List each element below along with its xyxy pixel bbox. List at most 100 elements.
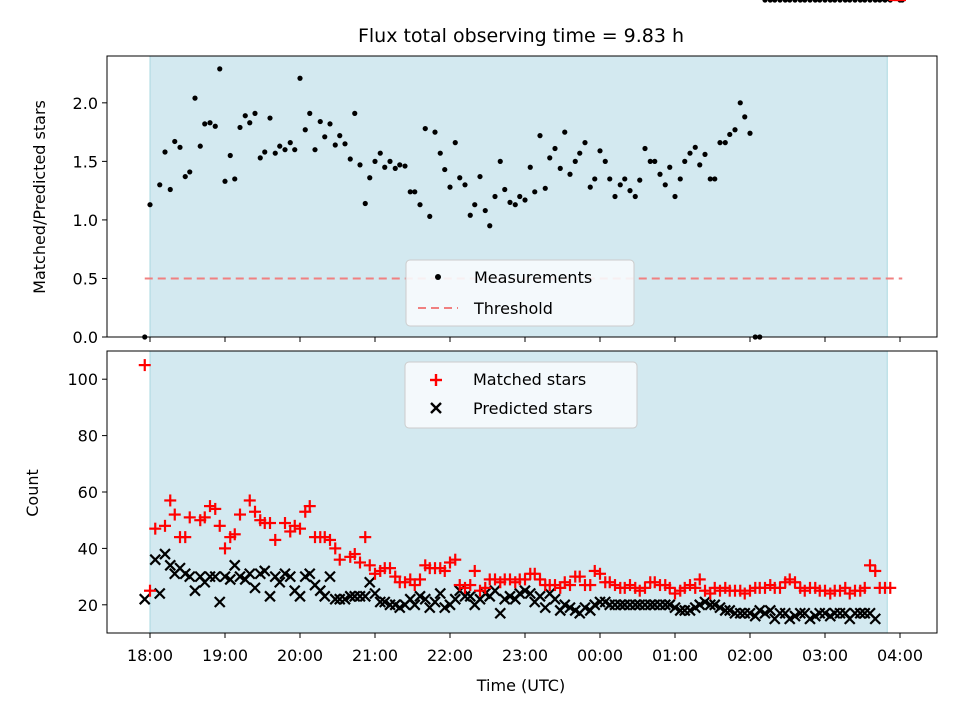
matched-stars-point (359, 531, 372, 544)
measurement-point (592, 176, 598, 182)
predicted-stars-point (228, 559, 241, 572)
predicted-stars-point (408, 599, 421, 611)
measurement-point (162, 149, 168, 155)
matched-stars-point (738, 587, 751, 600)
measurement-point (627, 188, 633, 194)
measurement-point (632, 193, 638, 200)
matched-stars-point (603, 576, 616, 589)
top-y-tick-label: 0.5 (73, 269, 98, 288)
predicted-stars-point (189, 584, 201, 597)
measurement-point (822, 0, 828, 3)
matched-stars-point (219, 542, 231, 555)
measurement-point (552, 145, 558, 152)
measurement-point (607, 176, 613, 182)
measurement-point (802, 0, 808, 3)
x-tick-label: 20:00 (277, 646, 323, 665)
measurement-points (142, 0, 905, 340)
predicted-stars-point (183, 570, 196, 583)
top-y-tick-label: 2.0 (73, 94, 98, 113)
measurement-point (547, 155, 553, 161)
predicted-stars-point (419, 593, 432, 605)
predicted-stars-point (149, 553, 162, 566)
predicted-stars-point (644, 599, 657, 611)
measurements-legend-label: Measurements (474, 268, 592, 287)
predicted-stars-point (534, 590, 546, 603)
matched-stars-point (294, 522, 306, 535)
measurement-point (832, 0, 838, 3)
matched-stars-point (869, 564, 882, 577)
measurement-point (312, 147, 318, 153)
measurement-point (367, 175, 373, 181)
measurement-point (417, 202, 423, 208)
matched-stars-point (228, 528, 241, 541)
predicted-stars-point (629, 599, 642, 611)
measurement-point (272, 150, 278, 156)
x-tick-label: 00:00 (577, 646, 623, 665)
predicted-stars-point (159, 548, 171, 560)
measurement-point (612, 193, 618, 200)
measurement-point (247, 120, 253, 126)
measurement-point (737, 100, 743, 106)
matched-stars-point (744, 584, 756, 597)
predicted-stars-point (209, 570, 222, 583)
measurement-point (187, 169, 193, 175)
measurement-point (387, 158, 393, 164)
measurement-point (232, 176, 238, 182)
measurement-point (462, 182, 468, 188)
predicted-stars-point (303, 568, 316, 580)
bottom-axes-frame (106, 350, 938, 634)
predicted-stars-point (674, 604, 687, 617)
matched-stars-point (789, 576, 801, 589)
measurement-point (677, 176, 683, 182)
measurement-point (217, 66, 223, 72)
measurement-point (287, 140, 293, 146)
matched-stars-point (783, 573, 796, 586)
matched-stars-point (639, 581, 651, 594)
predicted-stars-point (363, 576, 376, 589)
top-axes-frame (106, 55, 938, 338)
predicted-stars-point (434, 587, 447, 600)
measurement-point (567, 171, 573, 177)
top-panel: 0.00.51.01.52.0 Matched/Predicted stars … (30, 0, 938, 347)
matched-legend-label: Matched stars (473, 370, 586, 389)
matched-stars-point (648, 576, 661, 589)
predicted-stars-point (153, 587, 166, 600)
measurement-point (692, 144, 698, 150)
matched-stars-point (324, 533, 336, 546)
measurement-point (327, 121, 333, 127)
matched-stars-point (369, 567, 381, 580)
measurement-point (242, 113, 248, 119)
measurement-point (667, 164, 673, 170)
measurement-point (662, 182, 668, 188)
matched-stars-point (588, 564, 601, 577)
measurement-point (197, 143, 203, 149)
x-tick-label: 03:00 (802, 646, 848, 665)
measurement-point (812, 0, 818, 3)
measurement-point (207, 120, 213, 126)
matched-stars-point (264, 517, 276, 530)
matched-stars-point (884, 581, 897, 594)
measurement-point (637, 177, 643, 183)
measurement-point (767, 0, 773, 3)
measurement-point (437, 150, 443, 156)
predicted-stars-point (524, 587, 537, 600)
matched-stars-point (594, 567, 606, 580)
measurement-point (762, 0, 768, 3)
measurement-point (352, 110, 358, 116)
x-tick-label: 19:00 (202, 646, 248, 665)
measurement-point (222, 178, 228, 184)
matched-stars-point (459, 581, 471, 594)
measurement-point (557, 165, 563, 171)
measurement-point (777, 0, 783, 3)
measurement-point (772, 0, 778, 3)
measurement-point (782, 0, 788, 3)
measurement-point (597, 148, 603, 154)
measurement-point (477, 173, 483, 180)
bottom-y-axis: 20 40 60 80 100 (67, 370, 107, 615)
measurement-point (502, 186, 508, 193)
matched-stars-point (693, 573, 706, 586)
matched-stars-point (584, 579, 597, 592)
predicted-stars-point (869, 613, 882, 625)
bottom-panel: 20 40 60 80 100 18:00 19:00 20:00 21:00 22:00 23:… (23, 0, 938, 695)
predicted-stars-point (258, 565, 271, 577)
